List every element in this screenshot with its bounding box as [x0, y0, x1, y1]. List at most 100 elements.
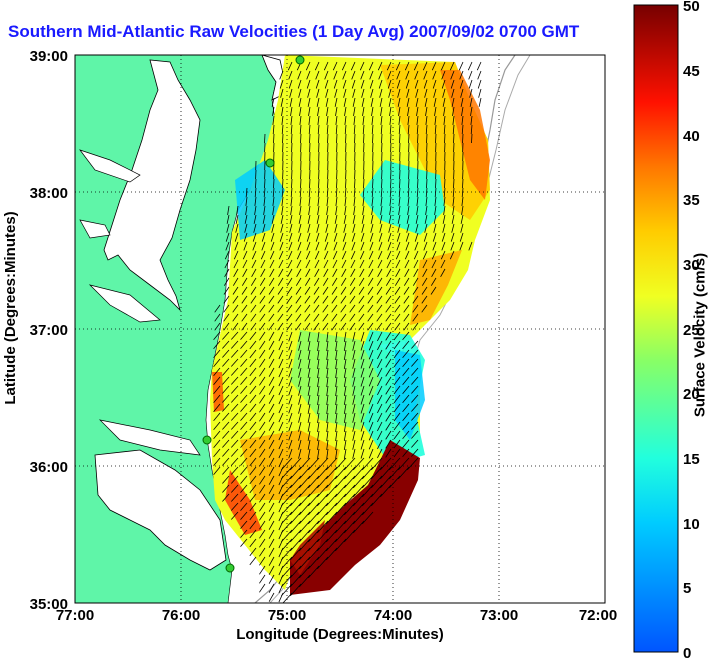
velocity-arrow [430, 286, 437, 295]
velocity-arrow [253, 223, 257, 233]
velocity-arrow [424, 214, 428, 224]
velocity-arrow [433, 88, 437, 98]
velocity-arrow [278, 583, 284, 594]
velocity-arrow [326, 520, 338, 534]
velocity-arrow [323, 268, 329, 277]
velocity-arrow [458, 61, 464, 71]
velocity-arrow [306, 70, 311, 80]
velocity-arrow [425, 196, 428, 206]
velocity-arrow [433, 223, 437, 233]
velocity-arrow [405, 79, 410, 89]
velocity-arrow [377, 349, 383, 360]
velocity-arrow [307, 421, 311, 432]
velocity-arrow [351, 241, 356, 251]
velocity-arrow [460, 223, 464, 233]
velocity-arrow [308, 115, 311, 125]
velocity-arrow [231, 457, 239, 466]
velocity-arrow [278, 538, 284, 549]
velocity-arrow [335, 538, 347, 552]
velocity-arrow [389, 187, 392, 198]
velocity-arrow [385, 385, 392, 395]
velocity-arrow [326, 205, 329, 215]
velocity-arrow [326, 466, 338, 480]
velocity-arrow [249, 340, 257, 350]
velocity-arrow [414, 241, 419, 251]
velocity-arrow [245, 205, 248, 215]
velocity-arrow [259, 574, 266, 584]
velocity-arrow [222, 457, 230, 466]
velocity-arrow [277, 322, 284, 331]
velocity-arrow [326, 547, 338, 561]
velocity-arrow [299, 124, 302, 135]
velocity-arrow [322, 304, 329, 313]
velocity-arrow [394, 286, 401, 295]
velocity-arrow [422, 268, 428, 277]
velocity-arrow [353, 124, 356, 135]
velocity-arrow [423, 70, 428, 80]
velocity-arrow [461, 205, 464, 215]
velocity-arrow [335, 475, 347, 489]
velocity-arrow [213, 340, 221, 349]
velocity-arrow [249, 556, 257, 566]
velocity-arrow [411, 403, 419, 412]
velocity-arrow [326, 457, 338, 471]
velocity-arrow [352, 430, 356, 441]
velocity-arrow [332, 268, 338, 277]
velocity-arrow [462, 178, 464, 189]
velocity-arrow [353, 484, 365, 498]
velocity-arrow [316, 223, 320, 233]
velocity-arrow [380, 475, 392, 489]
velocity-arrow [317, 547, 329, 561]
velocity-arrow [298, 394, 302, 405]
velocity-arrow [367, 286, 374, 295]
velocity-arrow [290, 124, 293, 135]
velocity-arrow [335, 394, 338, 405]
velocity-arrow [251, 259, 257, 269]
velocity-arrow [250, 304, 257, 313]
velocity-arrow [316, 97, 320, 107]
x-tick-label: 73:00 [480, 607, 518, 624]
velocity-arrow [335, 520, 347, 534]
velocity-arrow [434, 187, 437, 198]
velocity-arrow [368, 250, 374, 260]
velocity-arrow [322, 313, 329, 322]
velocity-arrow [307, 367, 311, 378]
velocity-arrow [349, 313, 356, 322]
velocity-arrow [304, 322, 311, 331]
velocity-arrow [343, 448, 347, 459]
velocity-arrow [421, 286, 428, 295]
velocity-arrow [281, 547, 293, 561]
velocity-arrow [314, 61, 320, 71]
velocity-arrow [308, 520, 320, 534]
velocity-arrow [251, 250, 257, 260]
velocity-arrow [326, 430, 329, 441]
velocity-arrow [307, 385, 311, 396]
velocity-arrow [278, 340, 284, 351]
velocity-arrow [332, 259, 338, 269]
velocity-arrow [368, 412, 374, 423]
velocity-arrow [406, 97, 410, 107]
velocity-arrow [333, 70, 338, 80]
velocity-arrow [350, 259, 356, 269]
velocity-arrow [290, 187, 293, 198]
velocity-arrow [378, 70, 383, 80]
velocity-arrow [377, 376, 383, 387]
velocity-arrow [343, 214, 347, 224]
velocity-arrow [288, 448, 293, 459]
velocity-arrow [353, 205, 356, 215]
velocity-arrow [336, 178, 338, 189]
velocity-arrow [377, 448, 383, 459]
velocity-arrow [389, 124, 392, 135]
velocity-arrow [360, 232, 365, 242]
velocity-arrow [326, 349, 329, 360]
velocity-arrow [425, 205, 428, 215]
velocity-arrow [340, 304, 347, 313]
velocity-arrow [349, 304, 356, 313]
velocity-arrow [253, 214, 257, 224]
velocity-arrow [259, 565, 266, 575]
velocity-arrow [352, 376, 356, 387]
velocity-arrow [425, 187, 428, 198]
velocity-arrow [368, 331, 374, 342]
velocity-arrow [368, 421, 374, 432]
velocity-arrow [263, 196, 266, 206]
